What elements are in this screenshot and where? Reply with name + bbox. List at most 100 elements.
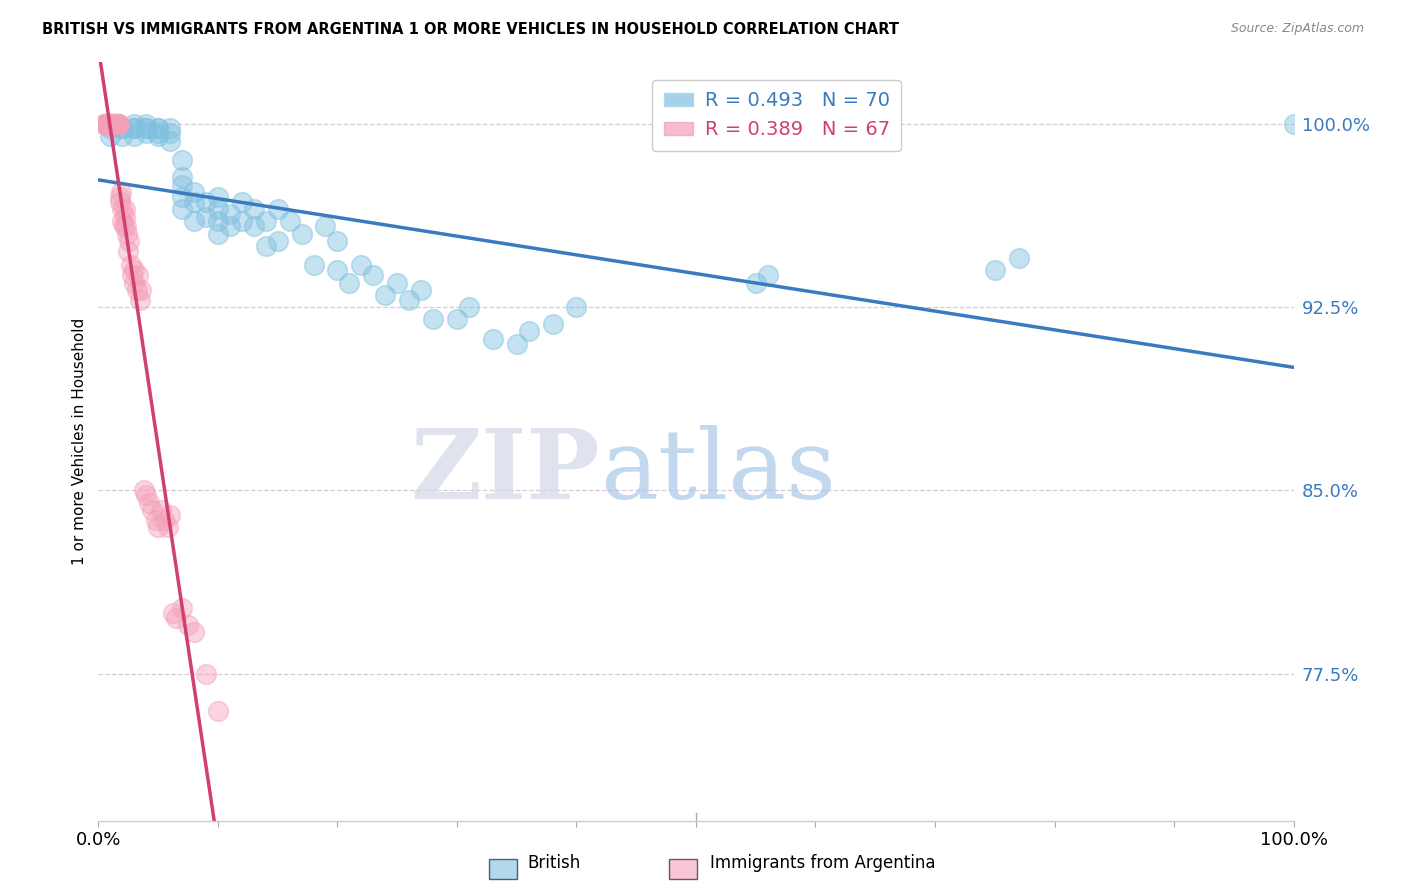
Text: Source: ZipAtlas.com: Source: ZipAtlas.com (1230, 22, 1364, 36)
Point (100, 117, 122, 131)
Point (94, 117, 117, 131)
Point (231, 194, 253, 209)
Point (207, 202, 229, 217)
Point (231, 214, 253, 228)
Point (101, 117, 124, 131)
Point (104, 117, 127, 131)
Point (124, 121, 146, 136)
Point (96, 117, 118, 131)
Point (101, 117, 124, 131)
Point (172, 202, 194, 217)
Point (94, 117, 117, 131)
Point (195, 194, 218, 209)
Point (267, 234, 290, 248)
Point (172, 178, 194, 192)
Text: atlas: atlas (600, 425, 837, 519)
Point (103, 117, 125, 131)
Point (111, 214, 134, 228)
Text: British: British (527, 855, 581, 872)
Point (172, 600, 194, 615)
Point (132, 483, 155, 498)
Text: Immigrants from Argentina: Immigrants from Argentina (710, 855, 935, 872)
Point (135, 121, 157, 136)
Point (101, 117, 124, 131)
Point (108, 194, 131, 209)
Point (411, 283, 433, 297)
Point (105, 117, 128, 131)
Point (131, 283, 153, 297)
Point (111, 202, 134, 217)
Point (118, 234, 141, 248)
Point (127, 268, 149, 283)
Point (159, 121, 181, 136)
Point (183, 214, 205, 228)
Point (177, 618, 200, 632)
Point (162, 606, 184, 620)
Point (207, 214, 229, 228)
Point (458, 300, 481, 314)
Point (96, 117, 118, 131)
Point (98, 117, 122, 131)
Point (541, 317, 564, 331)
Point (111, 121, 134, 136)
Point (156, 520, 179, 534)
Point (98, 121, 122, 136)
Point (114, 210, 136, 224)
Point (254, 214, 277, 228)
Point (374, 287, 396, 301)
Point (159, 127, 181, 141)
Point (267, 202, 290, 217)
Point (315, 219, 337, 234)
Point (291, 227, 314, 241)
Point (195, 666, 218, 681)
Legend: R = 0.493   N = 70, R = 0.389   N = 67: R = 0.493 N = 70, R = 0.389 N = 67 (652, 79, 901, 151)
Point (135, 117, 157, 131)
Point (98, 117, 122, 131)
Point (107, 117, 129, 131)
Point (207, 704, 229, 718)
Point (100, 117, 122, 131)
Point (195, 210, 218, 224)
Point (107, 117, 129, 131)
Point (148, 520, 170, 534)
Point (124, 121, 146, 136)
Point (165, 610, 187, 624)
Point (1282, 117, 1305, 131)
Point (398, 293, 420, 307)
Point (159, 508, 181, 522)
Point (207, 227, 229, 241)
Point (105, 117, 128, 131)
Text: ZIP: ZIP (411, 425, 600, 519)
Point (145, 513, 167, 527)
Point (219, 219, 242, 234)
Point (172, 170, 194, 185)
Point (93, 117, 115, 131)
Point (98, 117, 121, 131)
Point (183, 194, 205, 209)
Point (97, 117, 120, 131)
Point (148, 121, 170, 136)
Point (103, 117, 125, 131)
Point (98, 117, 122, 131)
Point (148, 127, 170, 141)
Point (115, 227, 138, 241)
Point (141, 503, 163, 517)
Point (110, 185, 132, 199)
Point (124, 117, 146, 131)
Point (120, 259, 142, 273)
Point (159, 134, 181, 148)
Point (124, 276, 146, 290)
Point (114, 202, 136, 217)
Point (207, 190, 229, 204)
Point (326, 234, 349, 248)
Point (108, 190, 131, 204)
Point (129, 293, 152, 307)
Point (422, 312, 444, 326)
Y-axis label: 1 or more Vehicles in Household: 1 or more Vehicles in Household (72, 318, 87, 566)
Point (481, 332, 505, 346)
Point (172, 153, 194, 168)
Point (1008, 251, 1031, 265)
Point (506, 336, 529, 351)
Point (756, 268, 779, 283)
Point (183, 185, 205, 199)
